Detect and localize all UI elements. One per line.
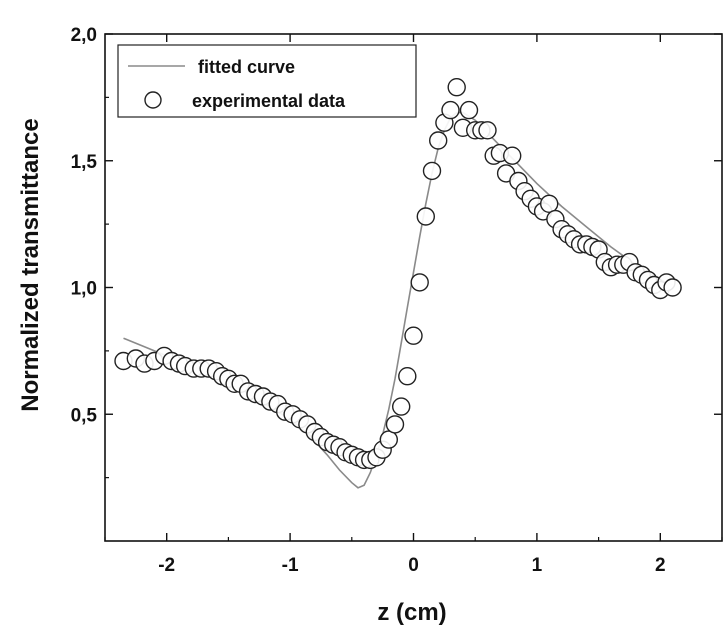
data-point [663, 278, 682, 297]
data-point [459, 100, 479, 120]
data-point [447, 77, 466, 97]
x-tick-label: -2 [158, 555, 175, 576]
axes-layer: -2 -1 0 1 2 0,5 1,0 1,5 2,0 [71, 25, 723, 576]
x-tick-label: -1 [282, 555, 299, 576]
data-point [410, 273, 429, 292]
x-tick-label: 2 [655, 555, 666, 576]
y-axis-label: Normalized transmittance [17, 118, 44, 411]
data-point [398, 367, 417, 386]
data-point [503, 146, 522, 165]
data-point [385, 415, 405, 434]
data-point [379, 430, 398, 449]
legend-label-experimental-data: experimental data [192, 91, 346, 111]
legend-box [117, 44, 417, 118]
y-tick-label: 2,0 [71, 25, 97, 46]
data-point [392, 397, 411, 416]
data-points-layer [114, 77, 682, 470]
data-point [429, 131, 448, 150]
data-point [422, 161, 442, 181]
y-tick-label: 1,5 [71, 152, 98, 173]
data-point [416, 207, 435, 226]
legend-label-fitted-curve: fitted curve [198, 57, 295, 77]
data-point [540, 194, 559, 214]
y-tick-label: 1,0 [71, 279, 97, 300]
y-tick-label: 0,5 [71, 405, 98, 426]
data-point [441, 100, 460, 120]
x-tick-label: 0 [408, 555, 419, 576]
legend-circle-marker [144, 91, 162, 109]
x-axis-label: z (cm) [377, 599, 446, 626]
legend: fitted curve experimental data [117, 44, 417, 118]
data-point [478, 121, 497, 140]
x-tick-label: 1 [532, 555, 543, 576]
data-point [404, 326, 423, 345]
